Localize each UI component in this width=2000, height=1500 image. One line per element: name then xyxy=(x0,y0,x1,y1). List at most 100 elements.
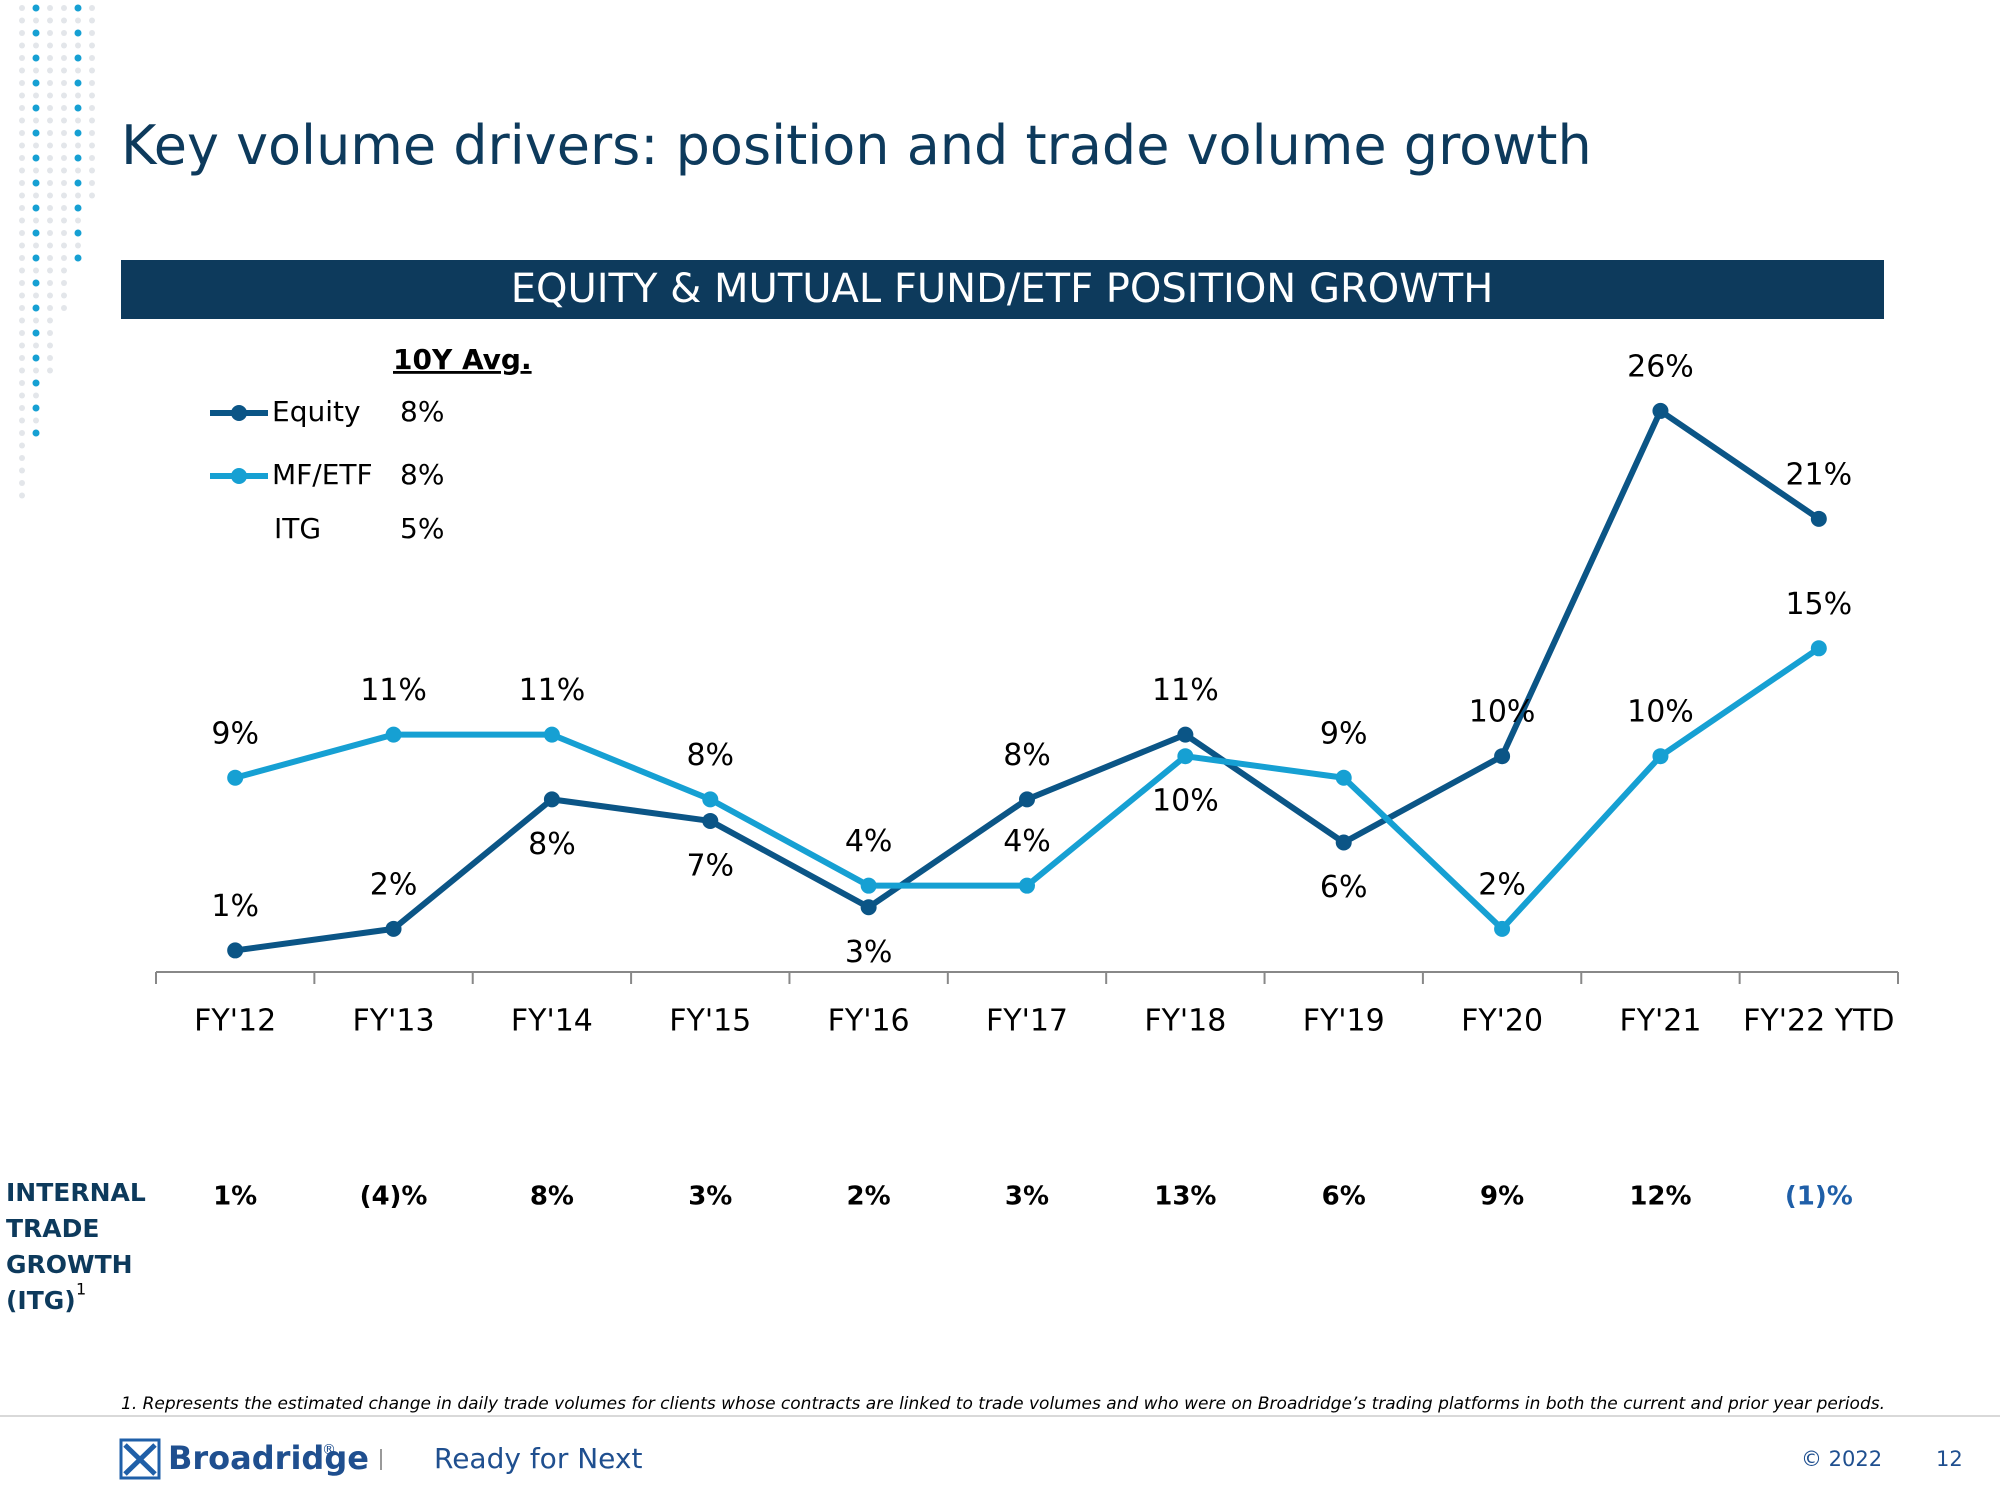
decor-dot xyxy=(19,192,25,199)
decor-dot xyxy=(19,355,25,361)
decor-dot xyxy=(74,204,82,212)
decor-dot xyxy=(33,167,39,174)
itg-footnote-mark: 1 xyxy=(76,1280,86,1299)
decor-dot xyxy=(89,105,95,111)
decor-dot xyxy=(33,92,39,99)
slide-title: Key volume drivers: position and trade v… xyxy=(121,114,1592,177)
decor-dot xyxy=(61,230,67,236)
data-label: 11% xyxy=(360,673,427,708)
point xyxy=(1335,834,1352,851)
point xyxy=(860,877,877,894)
data-label: 10% xyxy=(1627,695,1694,730)
decor-dot xyxy=(19,167,25,174)
decor-dot xyxy=(32,329,40,337)
series-line xyxy=(234,407,1821,954)
decor-dot xyxy=(47,5,53,11)
point xyxy=(227,769,244,786)
data-label: 2% xyxy=(1478,867,1526,902)
decor-dot xyxy=(32,204,40,212)
decor-dot xyxy=(19,242,25,249)
decor-dot xyxy=(75,167,81,174)
legend-label: ITG xyxy=(274,512,321,545)
decor-dot xyxy=(32,354,40,362)
data-label: 3% xyxy=(845,935,893,970)
decor-dot xyxy=(89,192,95,199)
decor-dot xyxy=(47,80,53,86)
decor-dot xyxy=(47,155,53,161)
decor-dot xyxy=(89,117,95,124)
decor-dot xyxy=(74,79,82,87)
decor-dot xyxy=(61,105,67,111)
x-tick-label: FY'13 xyxy=(353,1004,435,1039)
decor-dot xyxy=(33,242,39,249)
itg-value: 6% xyxy=(1322,1182,1366,1212)
decor-dot xyxy=(19,442,25,449)
decor-dot xyxy=(19,180,25,186)
itg-value: 12% xyxy=(1629,1182,1691,1212)
decor-dot xyxy=(32,429,40,437)
decor-dot xyxy=(61,242,67,249)
decor-dot xyxy=(89,17,95,24)
decor-dot xyxy=(89,5,95,11)
legend-title: 10Y Avg. xyxy=(393,343,532,376)
decor-dot xyxy=(89,180,95,186)
decor-dot xyxy=(61,55,67,61)
itg-value: (1)% xyxy=(1785,1182,1853,1212)
decor-dot xyxy=(89,155,95,161)
decor-dot xyxy=(32,29,40,37)
decor-dot xyxy=(19,417,25,424)
decor-dot xyxy=(74,29,82,37)
decor-dot xyxy=(19,230,25,236)
decor-dot xyxy=(47,267,53,274)
x-tick-label: FY'20 xyxy=(1461,1004,1543,1039)
data-label: 11% xyxy=(1152,673,1219,708)
legend-marker xyxy=(231,468,247,484)
data-label: 1% xyxy=(211,889,259,924)
decor-dot xyxy=(47,30,53,36)
x-tick-label: FY'22 YTD xyxy=(1743,1004,1894,1039)
decor-dot xyxy=(19,142,25,149)
decor-dot xyxy=(19,80,25,86)
decor-dot xyxy=(47,292,53,299)
decor-dot xyxy=(47,205,53,211)
decor-dot xyxy=(19,55,25,61)
brand: Broadridge xyxy=(168,1439,369,1477)
decor-dot xyxy=(19,367,25,374)
copyright: © 2022 xyxy=(1801,1447,1882,1471)
point xyxy=(543,726,560,743)
decor-dot xyxy=(89,55,95,61)
decor-dot xyxy=(33,292,39,299)
data-label: 9% xyxy=(1320,716,1368,751)
decor-dot xyxy=(19,430,25,436)
decor-dot xyxy=(47,67,53,74)
decor-dot xyxy=(19,30,25,36)
decor-dot xyxy=(61,305,67,311)
data-label: 2% xyxy=(370,867,418,902)
decor-dot xyxy=(32,154,40,162)
point xyxy=(860,899,877,916)
decor-dot xyxy=(19,305,25,311)
point xyxy=(702,791,719,808)
decor-dot xyxy=(19,155,25,161)
itg-value: 3% xyxy=(688,1182,732,1212)
decor-dot xyxy=(47,342,53,349)
decor-dot xyxy=(19,42,25,49)
decor-dot xyxy=(47,167,53,174)
decor-dot xyxy=(32,79,40,87)
itg-label: GROWTH xyxy=(6,1250,133,1279)
legend-label: MF/ETF xyxy=(272,458,373,491)
data-label: 9% xyxy=(211,716,259,751)
decor-dot xyxy=(33,42,39,49)
x-tick-label: FY'21 xyxy=(1619,1004,1701,1039)
decor-dot xyxy=(19,205,25,211)
decor-dot xyxy=(32,279,40,287)
decor-dot xyxy=(61,167,67,174)
itg-value: (4)% xyxy=(360,1182,428,1212)
data-label: 6% xyxy=(1320,870,1368,905)
legend-average: 8% xyxy=(400,458,444,491)
decor-dot xyxy=(33,267,39,274)
decor-dot xyxy=(19,317,25,324)
decor-dot xyxy=(47,317,53,324)
x-tick-label: FY'16 xyxy=(828,1004,910,1039)
decor-dot xyxy=(32,229,40,237)
